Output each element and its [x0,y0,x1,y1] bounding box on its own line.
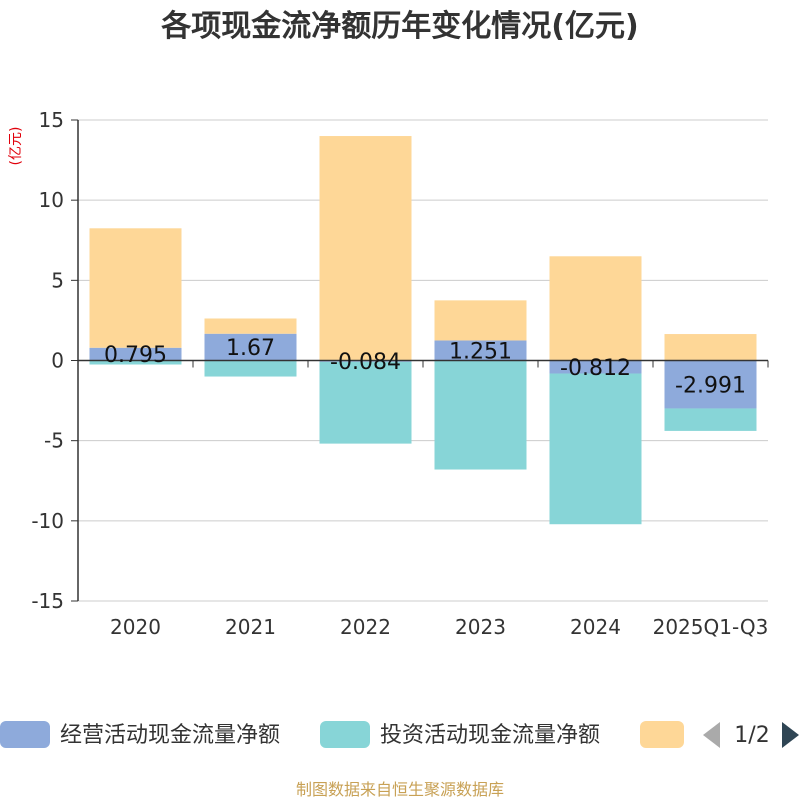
bar-series0-2024[interactable] [549,360,642,374]
x-tick-label: 2020 [110,615,161,639]
gridlines [71,119,768,602]
legend-swatch-investing[interactable] [320,721,370,748]
legend-page-indicator: 1/2 [734,723,769,748]
bar-series1-2022[interactable] [319,361,412,444]
bar-series2-2020[interactable] [89,228,182,348]
y-tick-label: 10 [39,188,64,212]
bar-series1-2023[interactable] [434,360,527,470]
y-axis-label: (亿元) [8,127,24,166]
legend-swatch-financing[interactable] [640,721,684,748]
legend-label-investing[interactable]: 投资活动现金流量净额 [380,723,600,748]
bar-series1-2025Q1-Q3[interactable] [664,408,757,431]
x-tick-label: 2023 [455,615,506,639]
data-label-2022: -0.084 [330,350,401,375]
chart-title: 各项现金流净额历年变化情况(亿元) [160,9,638,44]
y-tick-labels: 15 10 5 0 -5 -10 -15 [31,108,64,613]
bar-series0-2020[interactable] [89,347,182,361]
source-note: 制图数据来自恒生聚源数据库 [296,780,504,799]
bar-series1-2020[interactable] [89,360,182,365]
y-tick-label: -5 [44,429,64,453]
bar-series1-2021[interactable] [204,360,297,377]
bar-series1-2024[interactable] [549,373,642,525]
axes [77,120,769,601]
y-tick-label: 0 [51,349,64,373]
y-tick-label: -10 [31,509,64,533]
legend-label-operating[interactable]: 经营活动现金流量净额 [60,723,280,748]
legend-swatch-operating[interactable] [0,721,50,748]
bar-series2-2023[interactable] [434,300,527,341]
y-tick-label: 5 [51,268,64,292]
x-tick-label: 2025Q1-Q3 [653,615,769,639]
x-tick-label: 2021 [225,615,276,639]
legend-next-page-icon[interactable] [782,722,799,748]
data-label-2025Q1-Q3: -2.991 [675,373,746,398]
data-labels: 0.795 1.67 -0.084 1.251 -0.812 -2.991 [104,336,746,398]
bar-series2-2025Q1-Q3[interactable] [664,334,757,361]
data-label-2024: -0.812 [560,356,631,381]
bar-series2-2021[interactable] [204,318,297,334]
legend: 经营活动现金流量净额 投资活动现金流量净额 1/2 [0,721,799,748]
bar-series2-2022[interactable] [319,136,412,361]
data-label-2020: 0.795 [104,343,167,368]
data-label-2021: 1.67 [226,336,275,361]
bar-series2-2024[interactable] [549,256,642,361]
bars [89,136,757,525]
legend-prev-page-icon[interactable] [703,722,720,748]
x-tick-label: 2022 [340,615,391,639]
bar-series0-2023[interactable] [434,340,527,361]
y-tick-label: -15 [31,589,64,613]
x-tick-label: 2024 [570,615,621,639]
bar-series0-2021[interactable] [204,333,297,361]
y-tick-label: 15 [39,108,64,132]
x-tick-labels: 2020 2021 2022 2023 2024 2025Q1-Q3 [110,615,768,639]
data-label-2023: 1.251 [449,339,512,364]
bar-series0-2025Q1-Q3[interactable] [664,360,757,409]
